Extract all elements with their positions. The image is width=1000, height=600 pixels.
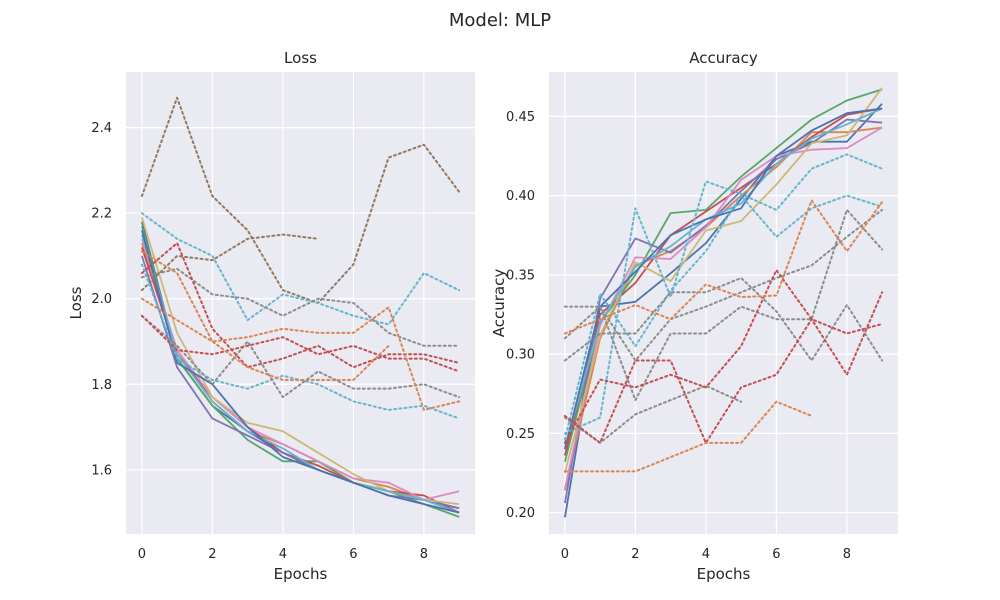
loss-series-line-18	[140, 297, 390, 381]
accuracy-x-axis-label: Epochs	[697, 565, 751, 583]
loss-x-tick-label: 4	[279, 547, 287, 562]
loss-series-line-14	[140, 314, 461, 399]
accuracy-series-line-15	[563, 291, 884, 444]
accuracy-x-tick-label: 4	[702, 547, 710, 562]
accuracy-x-tick-label: 2	[631, 547, 639, 562]
loss-series-line-11	[140, 212, 461, 326]
loss-x-tick-label: 6	[349, 547, 357, 562]
accuracy-panel: 0 2 4 6 8 0.20 0.25 0.30 0.35 0.40 0.45 Accuracy Epo…	[490, 49, 898, 583]
accuracy-y-tick-label: 0.35	[506, 268, 535, 283]
loss-x-tick-label: 8	[420, 547, 428, 562]
loss-y-tick-label: 1.8	[91, 378, 112, 393]
loss-y-tick-label: 2.2	[91, 207, 112, 222]
accuracy-y-tick-label: 0.20	[506, 506, 535, 521]
accuracy-y-tick-label: 0.45	[506, 110, 535, 125]
accuracy-title: Accuracy	[689, 49, 758, 67]
accuracy-x-tick-label: 8	[843, 547, 851, 562]
loss-series-group	[140, 96, 461, 518]
accuracy-x-tick-label: 6	[772, 547, 780, 562]
accuracy-series-line-13	[563, 208, 884, 362]
accuracy-y-tick-label: 0.30	[506, 348, 535, 363]
accuracy-series-line-9	[563, 194, 884, 441]
accuracy-series-line-5	[564, 126, 883, 489]
loss-x-tick-label: 2	[208, 547, 216, 562]
loss-y-axis-label: Loss	[67, 286, 85, 319]
loss-series-line-7	[141, 234, 460, 514]
accuracy-series-line-6	[564, 87, 883, 474]
loss-series-line-13	[140, 267, 461, 347]
accuracy-series-line-8	[564, 107, 883, 450]
accuracy-series-group	[563, 87, 884, 518]
accuracy-series-line-16	[563, 269, 884, 444]
accuracy-series-line-0	[564, 103, 883, 518]
accuracy-series-line-11	[563, 208, 884, 402]
loss-series-line-17	[140, 250, 461, 411]
accuracy-y-tick-label: 0.40	[506, 189, 535, 204]
loss-y-tick-label: 1.6	[91, 463, 112, 478]
figure-title: Model: MLP	[449, 10, 551, 31]
accuracy-series-line-7	[564, 107, 883, 448]
accuracy-y-tick-label: 0.25	[506, 427, 535, 442]
loss-plot-area	[126, 72, 475, 534]
loss-x-axis-label: Epochs	[274, 565, 328, 583]
loss-y-tick-label: 2.0	[91, 292, 112, 307]
loss-series-line-9	[140, 96, 461, 304]
loss-series-line-4	[141, 255, 460, 510]
loss-y-tick-label: 2.4	[91, 121, 112, 136]
loss-series-line-15	[140, 242, 461, 369]
accuracy-x-tick-label: 0	[561, 547, 569, 562]
loss-panel: 0 2 4 6 8 1.6 1.8 2.0 2.2 2.4 Loss Epochs Loss	[67, 49, 475, 583]
accuracy-series-line-18	[563, 400, 813, 473]
loss-title: Loss	[284, 49, 317, 67]
loss-x-tick-label: 0	[138, 547, 146, 562]
accuracy-series-line-17	[563, 199, 884, 335]
accuracy-y-axis-label: Accuracy	[490, 269, 508, 338]
loss-series-line-8	[141, 230, 460, 514]
loss-series-line-10	[140, 233, 320, 292]
